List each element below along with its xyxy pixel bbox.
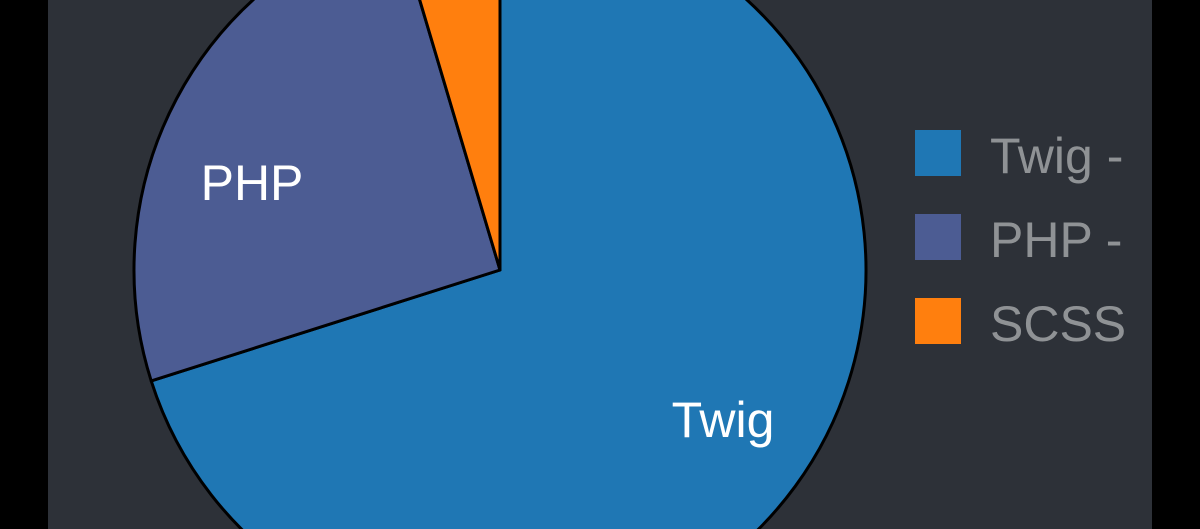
chart-panel: Twig PHP Twig - PHP - SCSS bbox=[48, 0, 1152, 529]
slice-scss bbox=[418, 0, 502, 272]
pie-slices bbox=[132, 0, 868, 529]
legend-swatch-scss bbox=[915, 298, 961, 344]
pie-chart: Twig PHP Twig - PHP - SCSS bbox=[132, 0, 1126, 529]
slice-labels: Twig PHP bbox=[201, 155, 775, 448]
legend-label-scss: SCSS bbox=[990, 296, 1126, 352]
legend-label-twig: Twig - bbox=[990, 128, 1123, 184]
slice-twig bbox=[149, 0, 868, 529]
legend-label-php: PHP - bbox=[990, 212, 1122, 268]
legend: Twig - PHP - SCSS bbox=[915, 128, 1126, 352]
legend-swatch-twig bbox=[915, 130, 961, 176]
legend-swatch-php bbox=[915, 214, 961, 260]
slice-label-php: PHP bbox=[201, 155, 304, 211]
slice-php bbox=[132, 0, 502, 383]
slice-label-twig: Twig bbox=[672, 392, 775, 448]
